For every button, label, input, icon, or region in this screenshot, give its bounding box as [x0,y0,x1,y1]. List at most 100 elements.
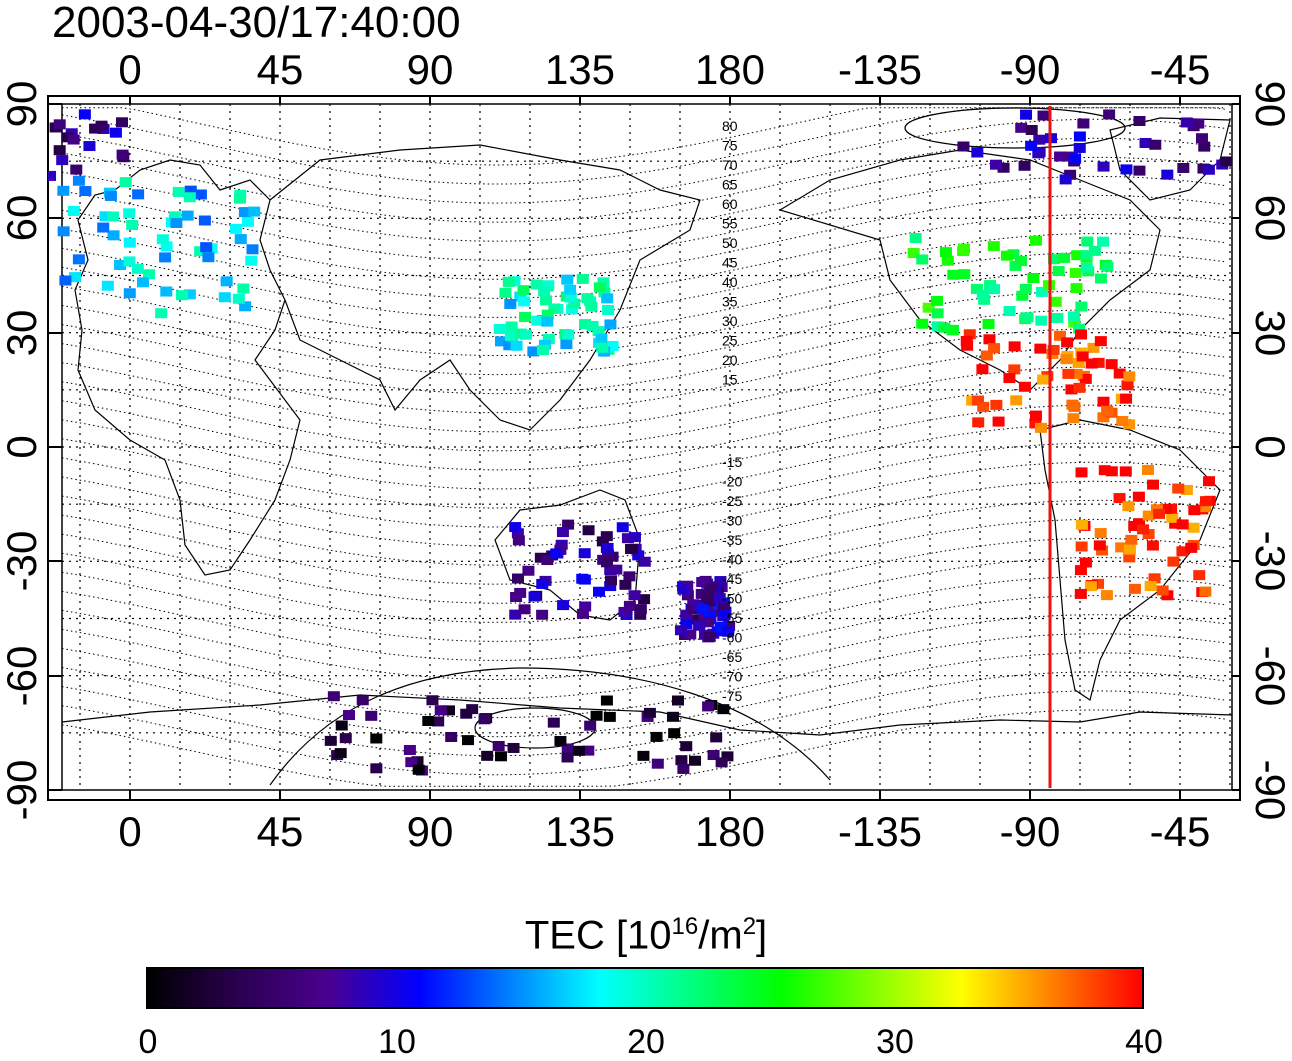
tec-cell [916,254,929,265]
tec-cell [677,763,690,774]
tec-cell [637,750,650,761]
tec-cell [604,581,617,592]
lat-tick-right: -60 [1247,646,1292,707]
tec-cell [1153,508,1166,519]
tec-cell [1093,540,1106,551]
tec-cell [170,217,183,228]
colorbar-title: TEC [1016/m2] [0,905,1292,957]
tec-cell [1094,528,1107,539]
tec-cell [1133,115,1146,126]
contour-line [61,461,1227,547]
tec-cell [1120,393,1133,404]
tec-cell [595,333,608,344]
tec-cell [980,350,993,361]
tec-cell [1146,540,1159,551]
tec-cell [1080,250,1093,261]
contour-line [61,652,1227,738]
tec-cell [57,226,70,237]
tec-cell [963,329,976,340]
tec-cell [1122,501,1135,512]
lon-tick-top: 135 [545,46,615,93]
tec-cell [539,295,552,306]
tec-cell [1147,479,1160,490]
contour-line [61,290,1227,376]
tec-cell [922,302,935,313]
tec-cell [671,695,684,706]
tec-cell [562,329,575,340]
tec-cell [1059,174,1072,185]
tec-cell [1120,164,1133,175]
tec-cell [534,552,547,563]
tec-cell [997,162,1010,173]
tec-cell [101,280,114,291]
tec-cell [233,193,246,204]
tec-cell [519,329,532,340]
tec-cell [541,309,554,320]
lon-tick-bottom: -45 [1150,808,1211,855]
tec-cell [527,346,540,357]
contour-line [61,709,1227,787]
tec-cell [1187,522,1200,533]
tec-cell [198,215,211,226]
contour-label: 35 [722,294,738,310]
tec-cell [578,574,591,585]
tec-cell [507,742,520,753]
tec-cell [246,244,259,255]
lat-tick-right: -90 [1247,760,1292,821]
tec-cell [530,279,543,290]
tec-cell [426,695,439,706]
tec-cell [99,211,112,222]
tec-cell [1052,266,1065,277]
colorbar-title-exponent-1: 16 [671,913,699,940]
tec-cell [79,186,92,197]
tec-cell [234,234,247,245]
tec-cell [1029,410,1042,421]
tec-cell [972,417,985,428]
contour-label: 50 [722,235,738,251]
tec-cell [723,620,736,631]
tec-cell [123,208,136,219]
lat-tick-left: -30 [0,531,45,592]
tec-cell [229,223,242,234]
tec-cell [200,242,213,253]
tec-cell [411,756,424,767]
tec-cell [701,617,714,628]
tec-cell [509,609,522,620]
tec-cell [568,298,581,309]
tec-cell [1051,312,1064,323]
tec-cell [106,211,119,222]
asia-coast [269,144,701,431]
tec-cell [722,626,735,637]
tec-cell [1016,290,1029,301]
lon-tick-bottom: 180 [695,808,765,855]
lon-tick-top: 180 [695,46,765,93]
tec-cell [931,321,944,332]
tec-cell [1073,382,1086,393]
tec-cell [1025,124,1038,135]
tec-cell [1049,296,1062,307]
tec-cell [562,519,575,530]
tec-cell [493,323,506,334]
lon-tick-top: 90 [407,46,454,93]
tec-cell [1187,121,1200,132]
tec-cell [1177,162,1190,173]
tec-cell [1047,344,1060,355]
colorbar-tick-20: 20 [627,1023,665,1061]
tec-cell [1097,412,1110,423]
tec-cell [461,735,474,746]
tec-cell [1067,413,1080,424]
tec-cell [628,590,641,601]
tec-cell [1034,422,1047,433]
tec-cell [634,604,647,615]
tec-cell [1097,236,1110,247]
contour-line [61,107,1227,185]
tec-cell [1074,565,1087,576]
contour-line [61,233,1227,318]
south-pole-outer-contour [269,667,831,786]
tec-cell [1123,371,1136,382]
tec-cell [715,757,728,768]
tec-cell [160,286,173,297]
tec-cell [718,610,731,621]
tec-cell [542,334,555,345]
tec-cell [1075,329,1088,340]
